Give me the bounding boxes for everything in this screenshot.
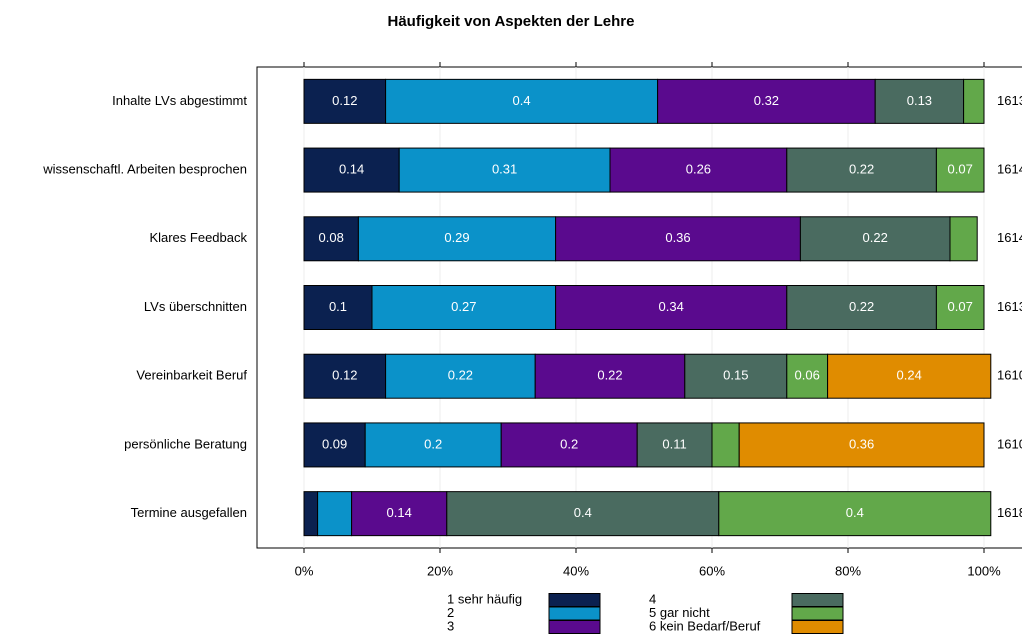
- bar-segment: [949, 216, 978, 262]
- bar-segment: [303, 491, 319, 537]
- bar-segment: [718, 491, 992, 537]
- value-label: 0.12: [332, 368, 357, 383]
- value-label: 0.15: [723, 368, 748, 383]
- value-label: 0.11: [662, 436, 686, 451]
- value-label: 0.22: [597, 368, 622, 383]
- bar-segment: [636, 422, 713, 468]
- bar-segment: [357, 216, 557, 262]
- bar-segment: [364, 422, 502, 468]
- x-tick-label: 40%: [563, 563, 589, 578]
- value-label: 0.24: [897, 368, 922, 383]
- y-tick-label: persönliche Beratung: [124, 436, 247, 451]
- legend-swatch: [791, 620, 844, 634]
- count-label: 1610: [997, 368, 1022, 383]
- x-tick-label: 20%: [427, 563, 453, 578]
- count-label: 1618: [997, 505, 1022, 520]
- value-label: 0.29: [444, 230, 469, 245]
- value-label: 0.22: [849, 162, 874, 177]
- bar-segment: [303, 78, 387, 124]
- x-tick-label: 100%: [967, 563, 1001, 578]
- bar-segment: [609, 147, 788, 193]
- value-label: 0.07: [948, 162, 973, 177]
- value-label: 0.13: [907, 93, 932, 108]
- value-label: 0.4: [513, 93, 531, 108]
- bar-segment: [371, 285, 557, 330]
- value-label: 0.34: [659, 299, 684, 314]
- legend-label: 3: [447, 618, 454, 633]
- legend-swatch: [791, 606, 844, 621]
- value-label: 0.08: [319, 230, 344, 245]
- bar-segment: [500, 422, 638, 468]
- value-label: 0.36: [665, 230, 690, 245]
- value-label: 0.09: [322, 436, 347, 451]
- bar-segment: [385, 353, 536, 399]
- value-label: 0.1: [329, 299, 347, 314]
- bar-segment: [657, 78, 876, 124]
- legend-swatch: [548, 620, 601, 634]
- legend-label: 4: [649, 591, 656, 606]
- legend-swatch: [548, 593, 601, 607]
- bar-segment: [874, 78, 965, 124]
- bar-segment: [303, 216, 359, 262]
- value-label: 0.27: [451, 299, 476, 314]
- x-tick-label: 0%: [295, 563, 314, 578]
- bar-segment: [935, 285, 985, 330]
- count-label: 1610: [997, 436, 1022, 451]
- legend-label: 6 kein Bedarf/Beruf: [649, 618, 761, 633]
- x-tick-label: 60%: [699, 563, 725, 578]
- chart-title: Häufigkeit von Aspekten der Lehre: [387, 13, 634, 30]
- legend-label: 5 gar nicht: [649, 605, 710, 620]
- legend-swatch: [548, 606, 601, 621]
- y-tick-label: Termine ausgefallen: [131, 505, 247, 520]
- value-label: 0.2: [424, 436, 442, 451]
- bar-segment: [738, 422, 985, 468]
- value-label: 0.22: [863, 230, 888, 245]
- value-label: 0.07: [948, 299, 973, 314]
- y-tick-label: LVs überschnitten: [144, 299, 247, 314]
- count-label: 1613: [997, 93, 1022, 108]
- count-label: 1613: [997, 299, 1022, 314]
- bar-segment: [711, 422, 740, 468]
- value-label: 0.31: [492, 162, 517, 177]
- bar-segment: [786, 147, 937, 193]
- x-tick-label: 80%: [835, 563, 861, 578]
- bar-segment: [446, 491, 720, 537]
- value-label: 0.36: [849, 436, 874, 451]
- value-label: 0.12: [332, 93, 357, 108]
- bar-segment: [935, 147, 985, 193]
- value-label: 0.32: [754, 93, 779, 108]
- value-label: 0.26: [686, 162, 711, 177]
- panel: [256, 66, 1022, 549]
- y-tick-label: Klares Feedback: [149, 230, 247, 245]
- bar-segment: [786, 353, 829, 399]
- value-label: 0.4: [574, 505, 592, 520]
- bar-segment: [827, 353, 992, 399]
- value-label: 0.4: [846, 505, 864, 520]
- bar-segment: [398, 147, 611, 193]
- count-label: 1614: [997, 162, 1022, 177]
- legend-swatch: [791, 593, 844, 607]
- bar-segment: [303, 147, 400, 193]
- bar-segment: [303, 422, 366, 468]
- legend-label: 1 sehr häufig: [447, 591, 522, 606]
- bar-segment: [317, 491, 353, 537]
- bar-segment: [963, 78, 985, 124]
- bar-segment: [534, 353, 686, 399]
- value-label: 0.06: [795, 368, 820, 383]
- bar-segment: [303, 285, 373, 330]
- y-tick-label: wissenschaftl. Arbeiten besprochen: [42, 162, 247, 177]
- value-label: 0.14: [339, 162, 364, 177]
- y-tick-label: Inhalte LVs abgestimmt: [112, 93, 247, 108]
- bar-segment: [351, 491, 448, 537]
- value-label: 0.14: [387, 505, 412, 520]
- bar-segment: [385, 78, 659, 124]
- count-label: 1614: [997, 230, 1022, 245]
- value-label: 0.22: [448, 368, 473, 383]
- legend-label: 2: [447, 605, 454, 620]
- y-tick-label: Vereinbarkeit Beruf: [136, 368, 247, 383]
- value-label: 0.22: [849, 299, 874, 314]
- value-label: 0.2: [560, 436, 578, 451]
